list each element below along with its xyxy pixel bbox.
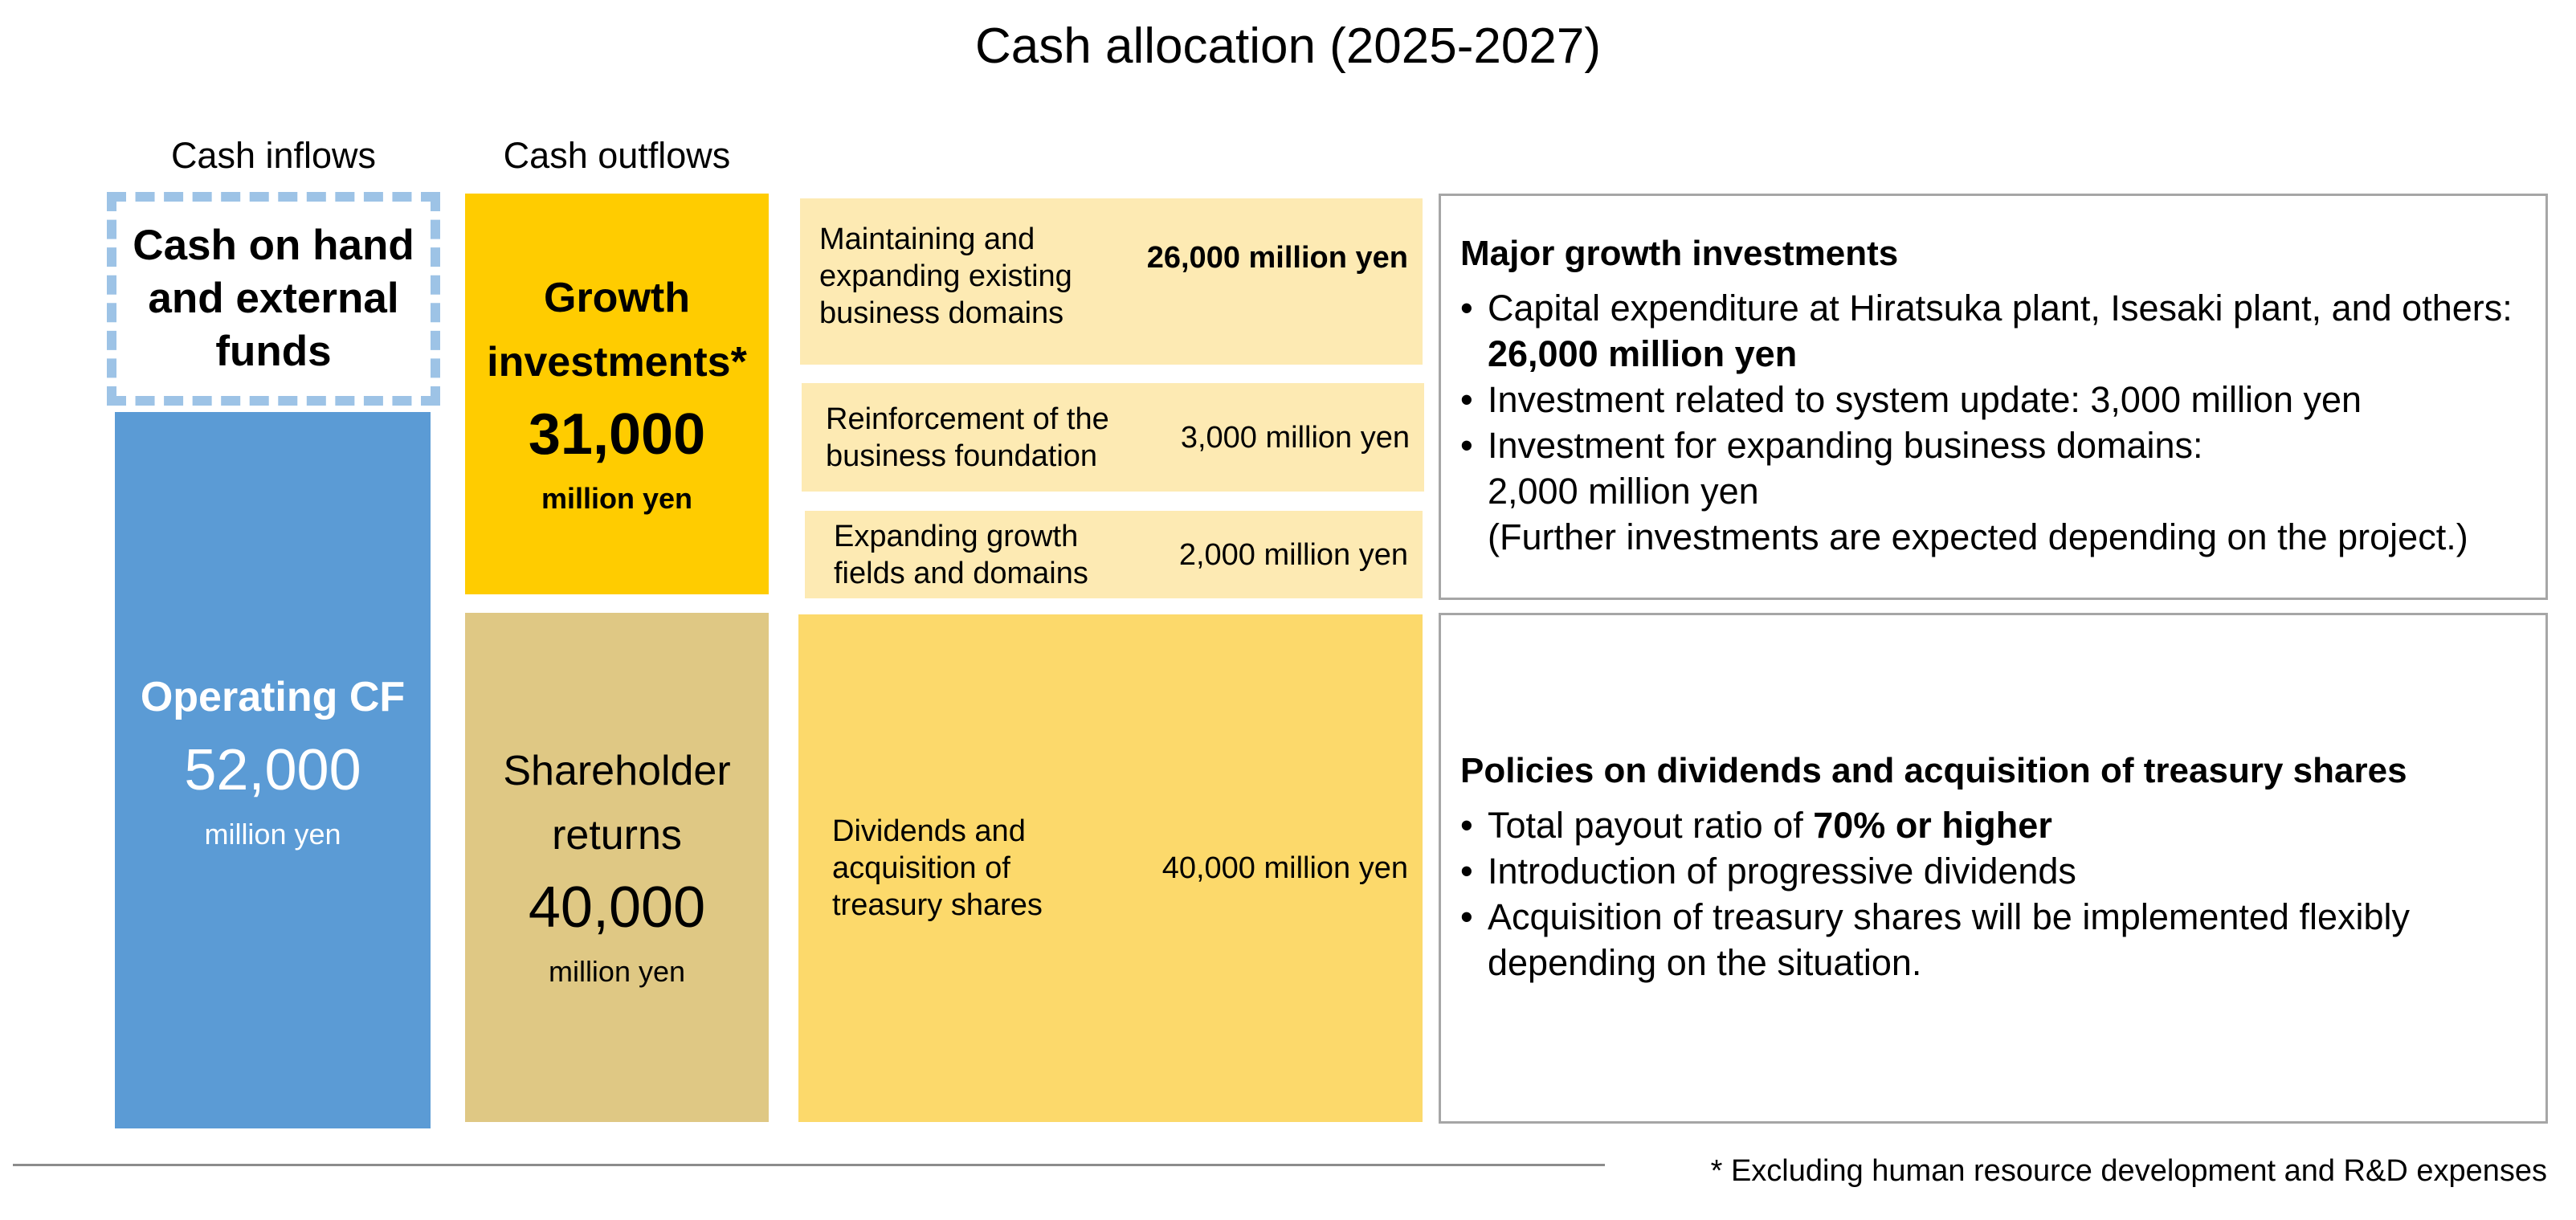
breakdown-label: Maintaining and expanding existing busin…	[819, 221, 1072, 332]
label-line: expanding existing	[819, 259, 1072, 293]
bullet-item: Investment related to system update: 3,0…	[1460, 377, 2545, 422]
shareholder-unit: million yen	[548, 955, 686, 988]
bullet-note: (Further investments are expected depend…	[1488, 516, 2468, 557]
shareholder-label: Shareholder	[503, 748, 731, 794]
bullet-item: Capital expenditure at Hiratsuka plant, …	[1460, 285, 2545, 377]
bullet-continuation: 2,000 million yen	[1488, 471, 1759, 512]
returns-policy-panel: Policies on dividends and acquisition of…	[1439, 613, 2548, 1124]
operating-cf-value: 52,000	[184, 738, 361, 802]
growth-value: 31,000	[528, 402, 706, 467]
breakdown-label: Expanding growth fields and domains	[834, 518, 1088, 592]
breakdown-label: Dividends and acquisition of treasury sh…	[832, 813, 1043, 924]
label-line: business foundation	[826, 439, 1098, 473]
cash-on-hand-line: and external	[148, 275, 399, 322]
breakdown-maintaining: Maintaining and expanding existing busin…	[800, 198, 1423, 365]
operating-cf-label: Operating CF	[140, 674, 406, 720]
breakdown-label: Reinforcement of the business foundation	[826, 401, 1109, 475]
footnote-divider	[13, 1164, 1605, 1166]
cash-on-hand-box: Cash on hand and external funds	[107, 192, 440, 406]
bullet-item: Introduction of progressive dividends	[1460, 848, 2496, 894]
shareholder-label: returns	[552, 812, 682, 859]
label-line: Expanding growth	[834, 519, 1079, 553]
breakdown-value: 2,000 million yen	[1178, 537, 1408, 572]
cash-inflows-header: Cash inflows	[170, 135, 377, 176]
footnote: * Excluding human resource development a…	[1710, 1154, 2547, 1188]
breakdown-expanding: Expanding growth fields and domains 2,00…	[805, 511, 1423, 598]
growth-investments-box: Growth investments* 31,000 million yen	[465, 194, 769, 594]
breakdown-value: 3,000 million yen	[1180, 420, 1410, 455]
breakdown-value: 26,000 million yen	[1146, 240, 1408, 275]
panel-heading: Major growth investments	[1460, 234, 1899, 273]
growth-investments-panel: Major growth investments Capital expendi…	[1439, 194, 2548, 600]
label-line: fields and domains	[834, 556, 1088, 590]
bullet-item: Total payout ratio of 70% or higher	[1460, 802, 2496, 848]
label-line: Dividends and	[832, 814, 1026, 848]
cash-outflows-header: Cash outflows	[503, 135, 731, 176]
label-line: Reinforcement of the	[826, 402, 1109, 436]
growth-label: investments*	[487, 338, 747, 386]
panel-heading: Policies on dividends and acquisition of…	[1460, 751, 2407, 790]
growth-unit: million yen	[541, 481, 693, 515]
label-line: treasury shares	[832, 888, 1043, 922]
operating-cf-box: Operating CF 52,000 million yen	[115, 412, 431, 1128]
breakdown-dividends: Dividends and acquisition of treasury sh…	[798, 614, 1423, 1122]
breakdown-reinforcement: Reinforcement of the business foundation…	[802, 383, 1424, 492]
shareholder-returns-box: Shareholder returns 40,000 million yen	[465, 613, 769, 1122]
label-line: acquisition of	[832, 851, 1010, 885]
bullet-item: Investment for expanding business domain…	[1460, 422, 2545, 468]
cash-on-hand-line: Cash on hand	[133, 222, 414, 269]
breakdown-value: 40,000 million yen	[1161, 851, 1408, 885]
shareholder-value: 40,000	[528, 875, 706, 940]
cash-on-hand-line: funds	[215, 328, 332, 375]
label-line: business domains	[819, 296, 1064, 330]
page-title: Cash allocation (2025-2027)	[975, 18, 1601, 74]
label-line: Maintaining and	[819, 222, 1035, 256]
growth-label: Growth	[544, 274, 690, 321]
operating-cf-unit: million yen	[204, 818, 341, 851]
bullet-item: Acquisition of treasury shares will be i…	[1460, 894, 2496, 985]
